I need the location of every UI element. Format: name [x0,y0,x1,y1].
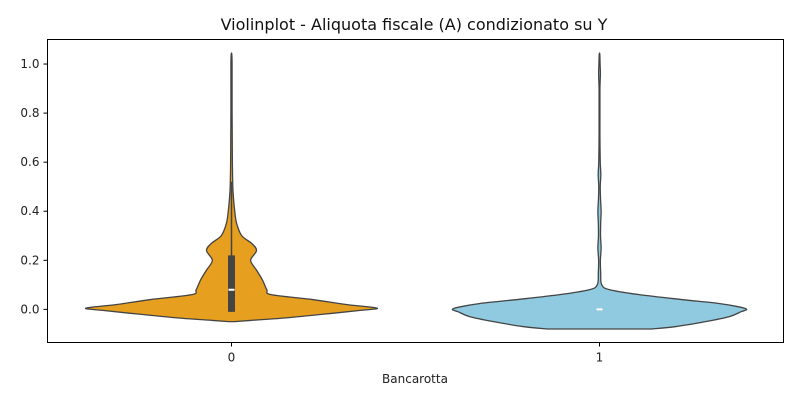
plot-frame [47,39,784,343]
x-tick-label: 0 [228,351,236,365]
median-marker-1 [596,308,603,311]
iqr-box-0 [228,255,235,312]
y-tick-label: 0.8 [20,106,39,120]
y-tick-label: 0.2 [20,253,39,267]
violin-body-1 [451,52,748,330]
y-tick-label: 0.6 [20,155,39,169]
x-tick-label: 1 [596,351,604,365]
y-tick-label: 0.0 [20,302,39,316]
median-marker-0 [228,288,235,291]
x-axis-label: Bancarotta [382,372,448,386]
chart-title: Violinplot - Aliquota fiscale (A) condiz… [221,15,608,34]
plot-area [85,52,748,330]
y-tick-label: 0.4 [20,204,39,218]
y-tick-label: 1.0 [20,57,39,71]
